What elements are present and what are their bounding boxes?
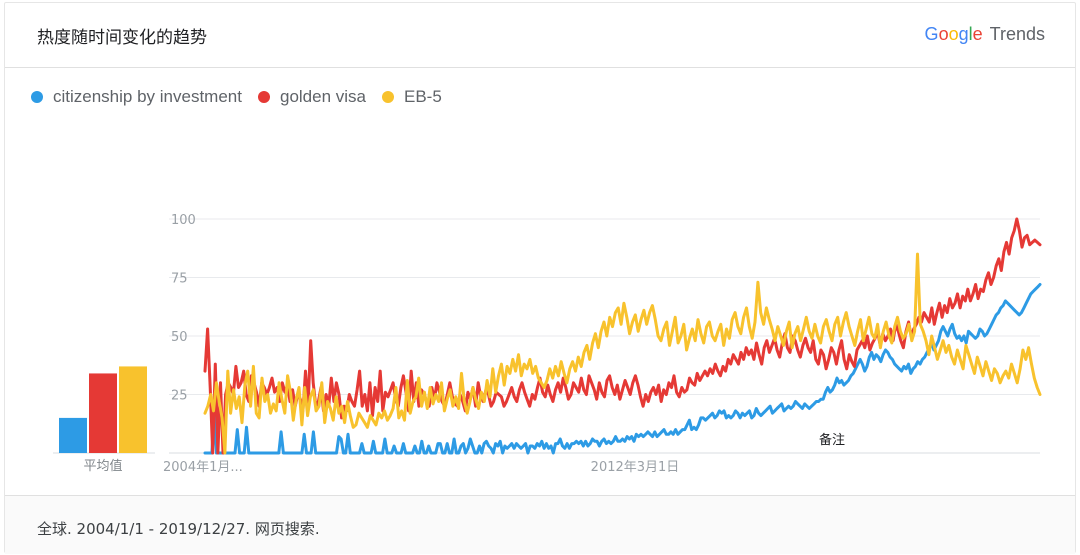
footer-date-range: 全球. 2004/1/1 - 2019/12/27. 网页搜索. [37, 520, 320, 538]
series-line [203, 252, 1042, 455]
legend-label: citizenship by investment [53, 87, 242, 106]
x-tick-label: 2012年3月1日 [591, 460, 680, 475]
average-bar [59, 417, 87, 453]
series-line [203, 283, 1042, 455]
y-tick-label: 100 [171, 213, 196, 228]
card-header: 热度随时间变化的趋势 Google Trends [5, 3, 1075, 68]
chart-legend: citizenship by investment golden visa EB… [31, 87, 458, 107]
y-tick-label: 75 [171, 272, 188, 287]
legend-label: EB-5 [404, 87, 442, 106]
average-bar [89, 373, 117, 453]
legend-dot-blue [31, 91, 43, 103]
trends-card: 热度随时间变化的趋势 Google Trends citizenship by … [4, 2, 1076, 554]
legend-item-citizenship[interactable]: citizenship by investment [31, 87, 242, 107]
average-label: 平均值 [83, 458, 122, 474]
google-trends-logo[interactable]: Google Trends [924, 24, 1045, 44]
legend-dot-red [257, 91, 270, 103]
legend-label: golden visa [279, 87, 366, 106]
trends-wordmark: Trends [989, 24, 1045, 44]
annotation-note: 备注 [819, 432, 845, 448]
chart-title: 热度随时间变化的趋势 [37, 28, 207, 48]
series-line [203, 217, 1042, 455]
legend-item-golden-visa[interactable]: golden visa [257, 87, 366, 107]
y-tick-label: 25 [171, 389, 188, 404]
legend-dot-yellow [382, 91, 394, 103]
x-tick-label: 2004年1月... [163, 460, 243, 475]
average-bar [119, 366, 147, 453]
legend-item-eb5[interactable]: EB-5 [382, 87, 442, 107]
card-footer: 全球. 2004/1/1 - 2019/12/27. 网页搜索. [5, 495, 1075, 554]
y-tick-label: 50 [171, 330, 188, 345]
